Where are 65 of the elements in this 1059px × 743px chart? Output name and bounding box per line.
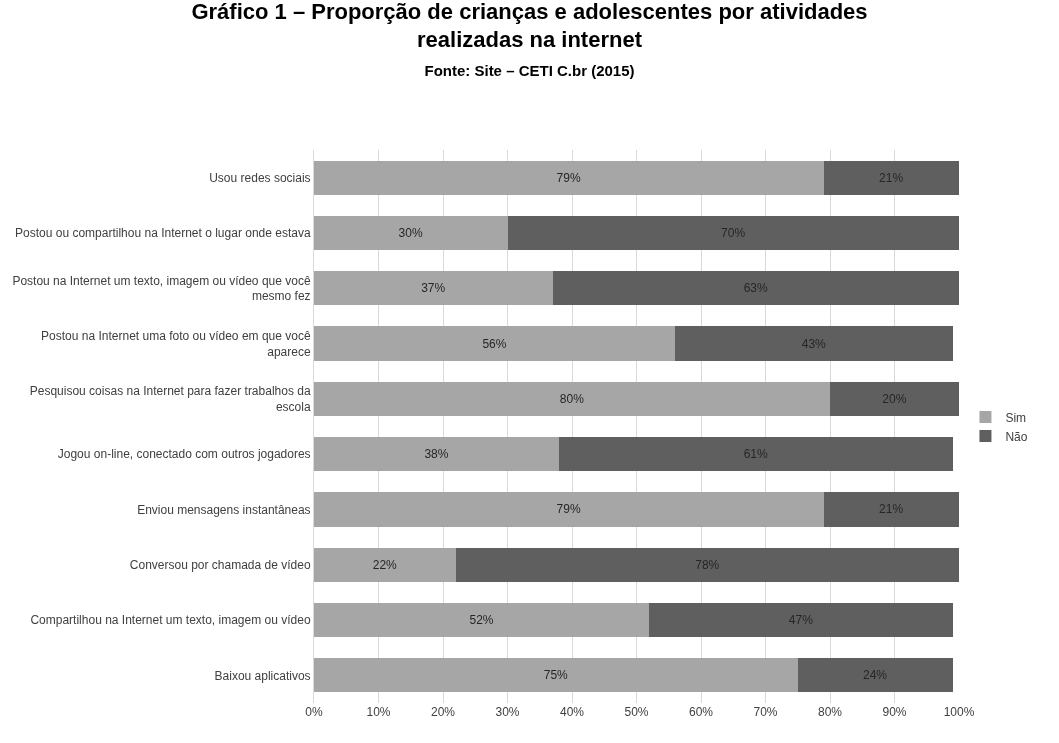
x-tick-label: 90%	[882, 705, 907, 719]
bar	[649, 602, 953, 638]
bar	[675, 326, 953, 361]
x-tick-label: 40%	[559, 705, 585, 719]
data-label: 24%	[862, 668, 888, 683]
y-tick-label: Postou ou compartilhou na Internet o lugar onde estava	[15, 226, 311, 241]
bar	[507, 215, 959, 251]
chart-subtitle: Fonte: Site – CETI C.br (2015)	[424, 61, 635, 79]
bar	[314, 160, 824, 195]
bar	[559, 437, 953, 472]
data-label: 37%	[421, 281, 446, 296]
bar	[552, 271, 959, 306]
y-tick-label: Enviou mensagens instantâneas	[137, 502, 311, 517]
data-label: 38%	[424, 447, 449, 462]
bar	[830, 381, 959, 416]
y-tick-label: Usou redes sociais	[209, 170, 311, 185]
data-label: 79%	[556, 170, 581, 185]
data-label: 80%	[559, 391, 585, 406]
data-label: 22%	[372, 557, 398, 572]
legend-label: Não	[1005, 429, 1028, 444]
y-tick-label: Conversou por chamada de vídeo	[129, 557, 311, 572]
bar	[314, 215, 508, 251]
bar	[314, 658, 798, 693]
chart-title: Gráfico 1 – Proporção de crianças e adolescentes por atividades realizadas na internet	[191, 0, 868, 53]
y-tick-label: Postou na Internet uma foto ou vídeo em que você aparece	[41, 328, 311, 359]
bar	[314, 602, 650, 638]
y-tick-label: Baixou aplicativos	[214, 668, 311, 683]
bar	[314, 437, 560, 472]
y-tick-label: Jogou on-line, conectado com outros jogadores	[57, 447, 311, 462]
x-tick-label: 10%	[366, 705, 391, 719]
data-label: 43%	[801, 336, 827, 351]
bar	[797, 658, 953, 693]
bar	[823, 492, 959, 527]
data-label: 30%	[398, 225, 423, 240]
bar	[314, 492, 824, 527]
data-label: 79%	[556, 502, 581, 517]
data-label: 21%	[879, 502, 904, 517]
data-label: 52%	[469, 613, 494, 628]
y-tick-label: Postou na Internet um texto, imagem ou vídeo que você mesmo fez	[12, 273, 311, 304]
bar	[314, 271, 553, 306]
y-tick-label: Pesquisou coisas na Internet para fazer trabalhos da escola	[29, 384, 311, 414]
x-tick-label: 50%	[624, 705, 649, 719]
data-label: 70%	[721, 225, 746, 240]
x-tick-label: 20%	[430, 705, 456, 719]
data-label: 20%	[882, 391, 907, 406]
y-tick-label: Compartilhou na Internet um texto, imagem ou vídeo	[30, 613, 311, 628]
x-tick-label: 80%	[817, 705, 843, 719]
bar	[314, 381, 830, 416]
data-label: 61%	[743, 447, 768, 462]
legend-label: Sim	[1005, 410, 1027, 425]
data-label: 63%	[743, 281, 768, 296]
x-tick-label: 30%	[495, 705, 520, 719]
data-label: 56%	[482, 336, 507, 351]
x-tick-label: 60%	[688, 705, 714, 719]
x-tick-label: 0%	[305, 705, 323, 719]
bar	[314, 547, 456, 582]
x-tick-label: 70%	[753, 705, 778, 719]
bar	[823, 160, 959, 195]
x-tick-label: 100%	[943, 705, 975, 719]
data-label: 75%	[543, 668, 569, 683]
data-label: 78%	[695, 557, 720, 572]
data-label: 47%	[788, 613, 814, 628]
bar	[455, 547, 959, 582]
bar	[314, 326, 676, 361]
data-label: 21%	[879, 170, 904, 185]
